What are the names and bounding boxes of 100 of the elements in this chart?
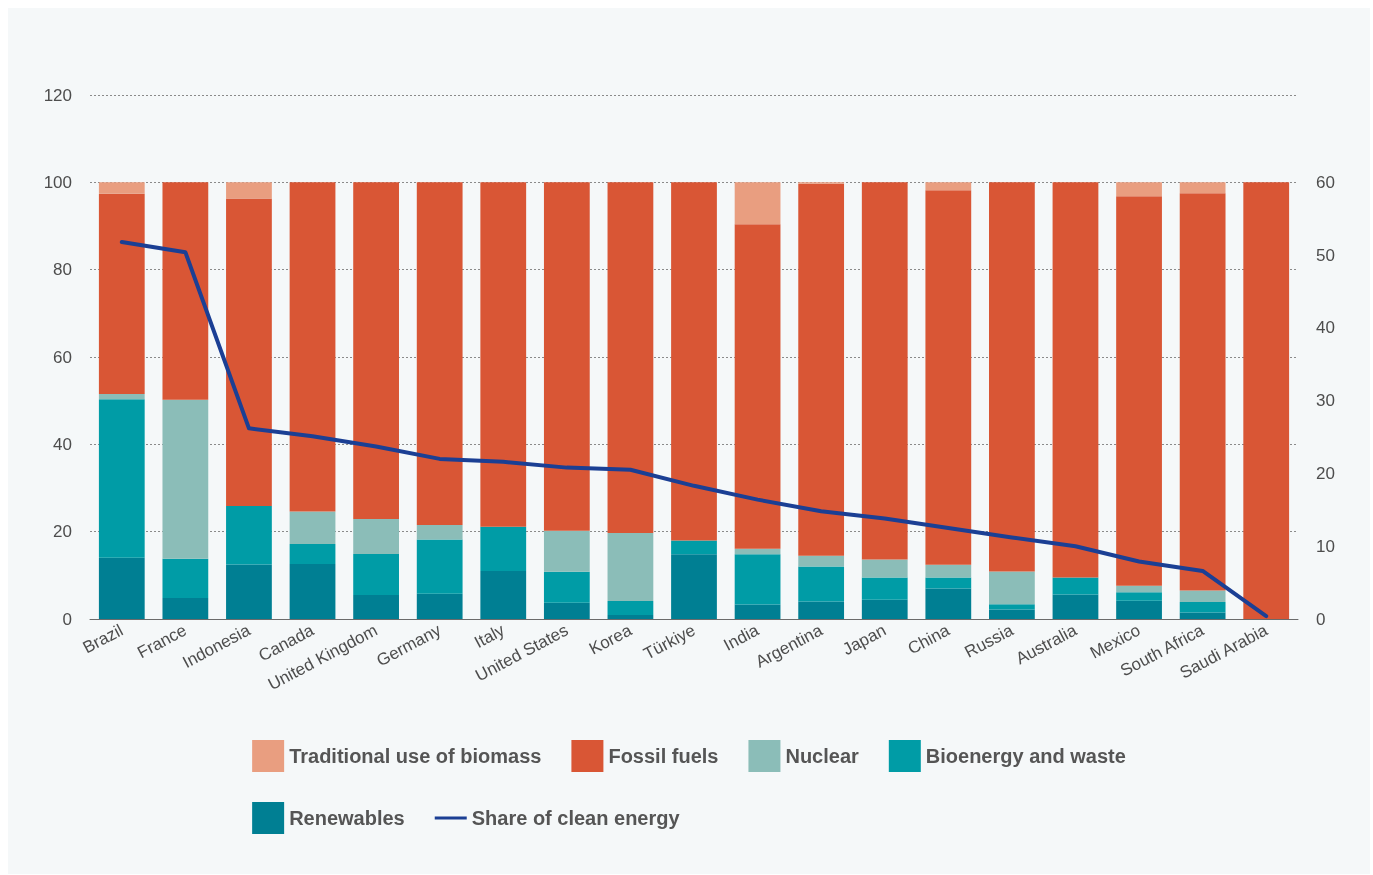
bar [734,554,781,605]
bar [925,577,972,589]
y-tick-label: 120 [43,85,72,105]
bar [1116,196,1162,586]
y2-tick-label: 20 [1316,463,1335,483]
bar [1116,600,1162,619]
bar [1179,590,1226,602]
bar [543,182,590,531]
y-tick-label: 100 [43,172,72,192]
x-tick-label: China [904,620,954,659]
y-tick-label: 80 [53,260,72,280]
y2-tick-label: 50 [1316,245,1335,265]
bar [226,505,272,565]
bar [162,598,209,619]
y-tick-label: 40 [53,434,72,454]
bar [861,559,908,578]
bar [480,570,527,619]
bar [289,563,336,619]
y2-tick-label: 30 [1316,391,1335,411]
bar [1116,585,1162,593]
bar [226,198,272,506]
bar [734,182,781,225]
bar [226,182,272,199]
bar [671,554,717,619]
bar [289,182,336,512]
legend-label: Share of clean energy [471,807,681,829]
bar [289,543,336,564]
y-tick-label: 0 [62,609,72,629]
y-tick-label: 60 [53,347,72,367]
bar [925,190,972,565]
legend-label: Renewables [289,807,405,829]
bar [353,553,399,595]
bar [1179,612,1226,619]
bar [861,182,908,560]
bar [226,564,272,619]
bar [416,525,463,540]
legend-label: Nuclear [785,745,860,767]
bar [734,604,781,619]
bar [162,399,209,559]
bar [798,601,845,619]
bar [798,566,845,602]
bar [98,394,145,400]
bar [607,601,654,616]
bar [416,182,463,526]
bar [1179,601,1226,613]
bar [989,182,1035,572]
bar [607,532,654,602]
bar [1179,182,1226,194]
bar [989,609,1035,619]
legend-label: Traditional use of biomass [289,745,542,767]
bar [798,183,845,556]
bar [162,182,209,400]
y2-tick-label: 60 [1316,172,1335,192]
bar [1179,193,1226,591]
bar [98,193,145,395]
bar [798,555,845,567]
bar [925,564,972,578]
bar [480,182,527,527]
bar [861,599,908,619]
bar [734,224,781,549]
y2-tick-label: 10 [1316,536,1335,556]
bar [543,602,590,619]
legend-label: Fossil fuels [608,745,719,767]
bar [480,526,527,571]
bar [607,182,654,533]
bar [289,511,336,544]
x-tick-label: Japan [839,620,890,660]
y2-tick-label: 0 [1316,609,1326,629]
bar [416,539,463,594]
line-series [119,240,1269,619]
bar [1116,182,1162,197]
bar [861,577,908,600]
x-tick-label: India [720,620,763,655]
y-tick-label: 20 [53,522,72,542]
bar [989,571,1035,605]
bar [671,182,717,541]
bar [1243,182,1290,619]
x-tick-label: Korea [585,620,636,659]
bar [607,615,654,619]
bar [989,604,1035,610]
bar [671,540,717,555]
bar [925,588,972,619]
bar [353,594,399,619]
bar [162,558,209,599]
y2-tick-label: 40 [1316,318,1335,338]
bar [353,519,399,554]
bar [925,182,972,191]
bar [98,557,145,619]
bar [98,182,145,194]
bar [1052,182,1099,578]
x-tick-label: Italy [471,620,509,652]
bar [543,530,590,572]
bar [1052,577,1099,595]
bar [543,571,590,603]
bar [416,593,463,619]
bar [1052,594,1099,619]
bar [98,399,145,558]
legend-label: Bioenergy and waste [925,745,1126,767]
bar [353,182,399,519]
bar [1116,592,1162,601]
